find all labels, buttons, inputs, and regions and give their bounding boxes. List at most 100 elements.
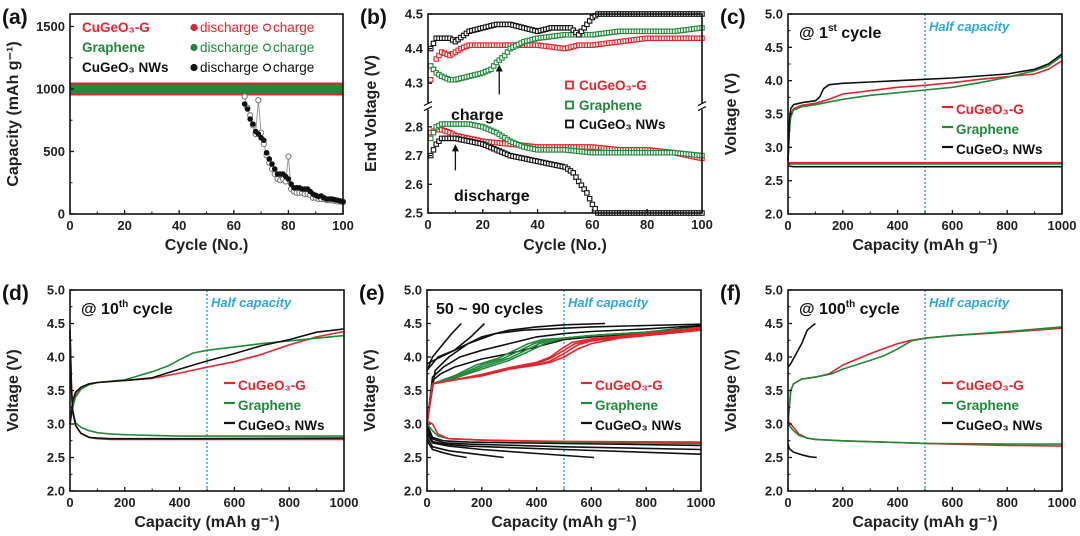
y-tick-label: 3.5 [404,383,422,398]
x-tick-label: 20 [476,217,490,232]
series-cugeo-nws-charge-cycles-50-90- [426,322,606,365]
x-tick-label: 20 [117,218,131,233]
series-cugeo-nws-discharge-cycles-50-90- [426,433,595,459]
legend-label: Graphene [956,122,1020,137]
series-graphene-charge [787,326,1063,425]
x-tick-label: 1000 [1048,218,1077,233]
series-cugeo-nws-discharge-cycles-50-90- [426,440,467,459]
panel-title: @ 1st cycle [799,23,881,42]
y-tick-label: 2.5 [47,450,65,465]
series-cugeo-nws-discharge-cycles-50-90- [426,436,504,459]
data-point-nws-discharge [263,149,270,156]
legend-label: CuGeO₃-G [238,378,306,393]
panel-label: (e) [359,282,385,305]
y-axis-label: End Voltage (V) [363,55,380,172]
legend-item: CuGeO₃ NWs [224,418,325,433]
data-point-nws-charge [255,97,262,104]
data-point-nws-discharge [241,101,248,107]
series-cugeo-nws-charge [787,322,816,368]
panel-title: @ 10th cycle [81,299,173,318]
x-tick-label: 600 [942,495,964,510]
data-point-nws-charge [285,153,292,160]
x-tick-label: 60 [227,218,241,233]
x-tick-label: 40 [172,218,186,233]
discharge-arrow-head [451,144,459,152]
legend-label: CuGeO₃ NWs [956,142,1043,157]
y-tick-label: 4.0 [404,350,422,365]
legend-item: CuGeO₃ NWs [942,142,1043,157]
y-tick-label: 2.5 [404,450,422,465]
legend-discharge-label: discharge [200,20,259,35]
axis-break-mark [423,100,433,107]
legend-item: CuGeO₃-G [224,378,306,393]
axis-break-mark [423,105,433,112]
panel-label: (c) [720,6,746,29]
legend-label: Graphene [238,398,302,413]
y-tick-label: 2.5 [765,173,783,188]
series-cugeo-nws-discharge [787,443,817,459]
series-cugeo-g-charge-cycles-50-90- [426,326,702,425]
series-graphene-charge [787,55,1063,161]
data-point [427,77,434,83]
x-tick-label: 600 [581,495,603,510]
x-tick-label: 600 [224,495,246,510]
y-tick-label: 2.0 [765,484,783,499]
y-axis-label: Voltage (V) [5,349,22,431]
data-point [573,174,579,180]
x-tick-label: 0 [66,218,73,233]
x-tick-label: 100 [332,218,354,233]
y-tick-label: 0 [58,207,65,222]
y-tick-label: 5.0 [765,283,783,298]
legend-item: Graphene [565,98,643,113]
y-tick-label: 4.0 [47,350,65,365]
series-cugeo-nws-discharge-cycles-50-90- [426,427,702,451]
x-tick-label: 200 [114,495,136,510]
half-capacity-label: Half capacity [929,19,1010,34]
panel-f: Half capacity (f) Capacity (mAh g⁻¹) Voltag… [720,282,1076,531]
series-cugeo-g-discharge-cycles-50-90- [426,420,702,443]
data-point [430,129,437,136]
half-capacity-label: Half capacity [568,295,649,310]
x-axis-label: Cycle (No.) [523,237,607,254]
y-tick-label: 4.0 [765,350,783,365]
legend-item: CuGeO₃-G discharge charge [82,20,314,35]
x-tick-label: 400 [169,495,191,510]
annotation-discharge: discharge [454,188,530,205]
series-graphene-band [70,84,343,94]
legend-item: CuGeO₃-G [942,378,1024,393]
y-tick-label: 1500 [36,19,65,34]
data-point-nws-discharge [271,166,278,172]
series-cugeo-nws-charge [787,53,1063,161]
x-tick-label: 40 [530,217,544,232]
annotation-charge: charge [451,107,504,124]
panel-title: @ 100th cycle [799,299,900,318]
legend-label: CuGeO₃-G [956,102,1024,117]
data-point-nws-charge [241,93,248,100]
y-tick-label: 5.0 [765,7,783,22]
axis-break-mark [697,105,707,112]
y-tick-label: 2.0 [47,484,65,499]
legend-series-name: CuGeO₃ NWs [82,60,169,75]
y-tick-label: 5.0 [404,283,422,298]
data-point-nws-discharge [261,137,267,144]
series-cugeo-nws-discharge [69,330,345,440]
legend-item: Graphene [224,398,302,413]
legend-item: Graphene discharge charge [82,40,314,55]
data-point-nws-discharge [250,121,256,127]
x-tick-label: 200 [832,218,854,233]
x-tick-label: 800 [635,495,657,510]
axis-break-mark [697,100,707,107]
x-tick-label: 1000 [1048,495,1077,510]
series-cugeo-nws-charge-cycles-50-90- [426,325,702,425]
panel-c: Half capacity (c) Capacity (mAh g⁻¹) Voltag… [720,6,1076,254]
y-tick-label: 4.5 [405,7,423,22]
legend-charge-label: charge [273,20,314,35]
y-tick-label: 4.5 [765,40,783,55]
legend-series-name: CuGeO₃-G [82,20,150,35]
data-point [430,147,437,153]
y-tick-label: 2.0 [404,484,422,499]
series-cugeo-nws-charge-cycles-50-90- [426,324,702,425]
legend-label: CuGeO₃-G [595,378,663,393]
legend-label: Graphene [579,98,643,113]
y-tick-label: 5.0 [47,283,65,298]
